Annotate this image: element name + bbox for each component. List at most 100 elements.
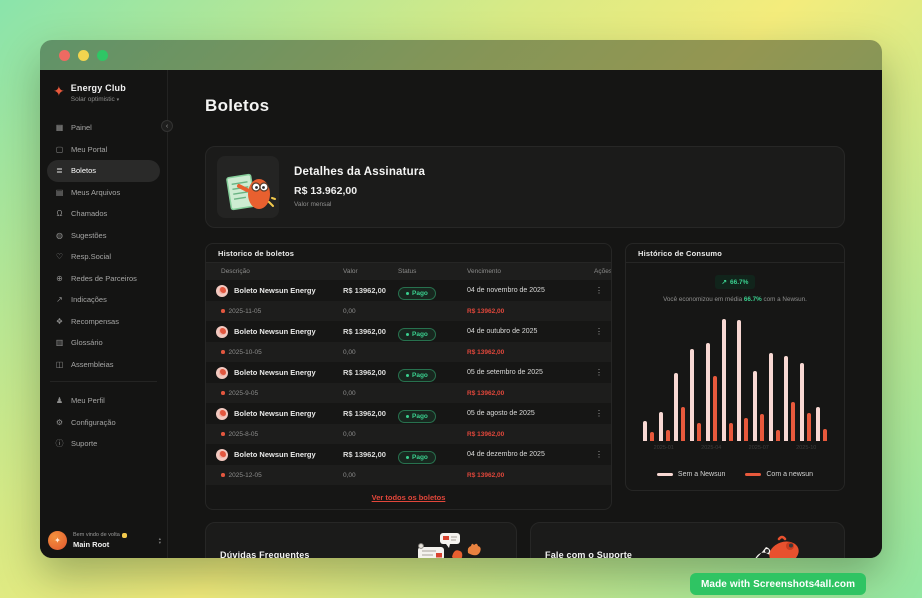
legend-swatch: [656, 473, 673, 476]
bar-sem-a-newsun: [658, 412, 663, 441]
sidebar-item-gloss-rio[interactable]: ▥ Glossário: [47, 332, 160, 354]
grid-icon: ▦: [55, 123, 64, 133]
sidebar-item-meu-portal[interactable]: ▢ Meu Portal: [47, 139, 160, 161]
help-icon: ⓘ: [55, 439, 64, 449]
sidebar-item-label: Resp.Social: [71, 252, 112, 262]
bar-com-a-newsun: [697, 423, 702, 441]
subrow-value: 0,00: [343, 307, 356, 315]
subrow-date: 2025-10-05: [216, 349, 343, 356]
faq-card[interactable]: Dúvidas Frequentes: [205, 522, 517, 558]
sidebar-item-redes-de-parceiros[interactable]: ⊕ Redes de Parceiros: [47, 268, 160, 290]
savings-caption: Você economizou em média 66.7% com a New…: [663, 296, 807, 303]
row-actions-menu-icon[interactable]: ⋮: [595, 368, 603, 377]
sidebar-item-label: Sugestões: [71, 230, 107, 240]
bar-com-a-newsun: [807, 413, 812, 441]
sidebar: ✦ Energy Club Solar optimistic ▾ ‹ ▦ Pain…: [40, 70, 173, 558]
subscription-card: Detalhes da Assinatura R$ 13.962,00 Valo…: [205, 146, 845, 228]
invoice-history-panel: Historico de boletos Descrição Valor Sta…: [205, 243, 612, 510]
sidebar-item-label: Recompensas: [71, 316, 119, 326]
bar-sem-a-newsun: [674, 373, 679, 441]
bar-group-2025-06: [721, 319, 733, 441]
invoice-value: R$ 13962,00: [343, 450, 386, 459]
chat-bubble-icon: ◍: [56, 230, 63, 240]
row-actions-menu-icon[interactable]: ⋮: [595, 286, 603, 295]
subrow-date: 2025-8-05: [216, 431, 343, 438]
globe-icon: ⊕: [56, 273, 63, 283]
sidebar-item-sugest-es[interactable]: ◍ Sugestões: [47, 225, 160, 247]
col-status: Status: [398, 268, 417, 275]
invoice-row: Boleto Newsun Energy R$ 13962,00 Pago 04 de…: [206, 444, 611, 465]
invoice-row: Boleto Newsun Energy R$ 13962,00 Pago 04 de…: [206, 280, 611, 301]
sidebar-item-meu-perfil[interactable]: ♟ Meu Perfil: [47, 390, 160, 412]
bar-sem-a-newsun: [737, 320, 742, 441]
invoice-subrow: 2025-9-05 0,00 R$ 13962,00: [206, 383, 611, 403]
user-icon: ♟: [55, 396, 64, 406]
boleto-mascot-icon: [216, 407, 228, 420]
page-title: Boletos: [205, 96, 270, 115]
col-descricao: Descrição: [221, 268, 250, 275]
trend-up-icon: ↗: [721, 279, 727, 286]
status-badge: Pago: [398, 368, 436, 382]
boleto-mascot-icon: [216, 325, 228, 338]
user-menu[interactable]: ✦ Bem vindo de volta Main Root ▴ ▾: [48, 531, 161, 550]
row-actions-menu-icon[interactable]: ⋮: [595, 409, 603, 418]
sidebar-item-label: Boletos: [71, 166, 97, 176]
sidebar-collapse-button[interactable]: ‹: [161, 120, 173, 132]
x-tick-label: 2025-01: [653, 445, 674, 451]
invoice-due-date: 04 de novembro de 2025: [467, 287, 545, 294]
consumption-title: Histórico de Consumo: [626, 244, 844, 263]
bar-com-a-newsun: [760, 414, 765, 441]
sidebar-item-boletos[interactable]: ≣ Boletos: [47, 160, 160, 182]
subrow-value: 0,00: [343, 389, 356, 397]
sidebar-item-label: Configuração: [71, 417, 116, 427]
portal-icon: ▢: [55, 144, 64, 154]
sidebar-item-assembleias[interactable]: ◫ Assembleias: [47, 354, 160, 376]
sidebar-divider: [50, 381, 157, 382]
table-header: Descrição Valor Status Vencimento Ações: [206, 263, 611, 280]
sidebar-item-recompensas[interactable]: ❖ Recompensas: [47, 311, 160, 333]
sidebar-item-painel[interactable]: ▦ Painel: [47, 117, 160, 139]
close-button[interactable]: [59, 49, 70, 61]
invoice-due-date: 05 de agosto de 2025: [467, 410, 535, 417]
bar-group-2025-09: [768, 353, 780, 441]
invoice-subrow: 2025-8-05 0,00 R$ 13962,00: [206, 424, 611, 444]
subrow-date: 2025-12-05: [216, 472, 343, 479]
sidebar-item-resp-social[interactable]: ♡ Resp.Social: [47, 246, 160, 268]
sidebar-item-suporte[interactable]: ⓘ Suporte: [47, 433, 160, 455]
users-icon: ◫: [55, 359, 64, 369]
subrow-amount: R$ 13962,00: [467, 471, 505, 479]
subrow-value: 0,00: [343, 348, 356, 356]
subrow-date: 2025-9-05: [216, 390, 343, 397]
sidebar-item-chamados[interactable]: Ω Chamados: [47, 203, 160, 225]
sidebar-item-configura-o[interactable]: ⚙ Configuração: [47, 412, 160, 434]
sidebar-item-label: Meu Perfil: [71, 396, 105, 406]
subrow-amount: R$ 13962,00: [467, 389, 505, 397]
support-card[interactable]: Fale com o Suporte: [530, 522, 845, 558]
maximize-button[interactable]: [97, 49, 108, 61]
brand-subtitle[interactable]: Solar optimistic ▾: [70, 96, 120, 103]
invoice-subrow: 2025-11-05 0,00 R$ 13962,00: [206, 301, 611, 321]
col-valor: Valor: [343, 268, 358, 275]
row-actions-menu-icon[interactable]: ⋮: [595, 450, 603, 459]
support-mascot-illustration: [750, 531, 802, 558]
minimize-button[interactable]: [78, 49, 89, 61]
legend-item: Sem a Newsun: [656, 471, 725, 478]
status-badge: Pago: [398, 409, 436, 423]
sidebar-item-meus-arquivos[interactable]: ▤ Meus Arquivos: [47, 182, 160, 204]
invoice-subrow: 2025-10-05 0,00 R$ 13962,00: [206, 342, 611, 362]
subrow-value: 0,00: [343, 430, 356, 438]
sidebar-item-indica-es[interactable]: ↗ Indicações: [47, 289, 160, 311]
bar-com-a-newsun: [665, 430, 670, 441]
watermark-badge[interactable]: Made with Screenshots4all.com: [690, 573, 867, 595]
col-acoes: Ações: [594, 268, 612, 275]
mascot-invoice-illustration: [217, 156, 279, 218]
bar-com-a-newsun: [728, 423, 733, 441]
brand: ✦ Energy Club Solar optimistic ▾: [40, 70, 167, 109]
chevron-updown-icon: ▴ ▾: [158, 535, 161, 545]
view-all-boletos-link[interactable]: Ver todos os boletos: [371, 492, 446, 502]
row-actions-menu-icon[interactable]: ⋮: [595, 327, 603, 336]
chart-legend: Sem a Newsun Com a newsun: [640, 471, 830, 478]
bar-com-a-newsun: [744, 418, 749, 441]
app-window: ✦ Energy Club Solar optimistic ▾ ‹ ▦ Pain…: [40, 40, 882, 558]
sidebar-item-label: Painel: [71, 123, 92, 133]
